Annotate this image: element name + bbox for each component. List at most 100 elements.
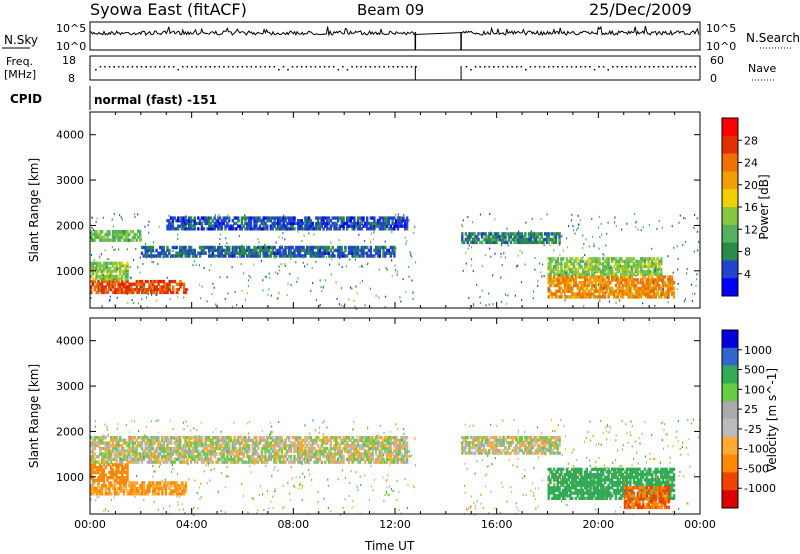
- heatmap-cell: [486, 235, 489, 239]
- heatmap-cell: [309, 251, 313, 255]
- heatmap-cell: [106, 238, 109, 242]
- heatmap-cell: [387, 449, 391, 453]
- heatmap-cell: [119, 269, 122, 273]
- heatmap-cell: [171, 254, 175, 258]
- heatmap-cell: [320, 219, 323, 223]
- heatmap-cell: [139, 441, 142, 445]
- heatmap-cell: [320, 245, 323, 250]
- heatmap-cell: [97, 460, 100, 464]
- heatmap-cell: [104, 288, 107, 292]
- heatmap-cell: [97, 468, 100, 472]
- heatmap-cell: [565, 265, 569, 269]
- heatmap-cell: [479, 240, 482, 245]
- heatmap-cell: [395, 452, 398, 456]
- heatmap-cell: [362, 444, 365, 448]
- heatmap-cell: [336, 227, 340, 231]
- heatmap-cell: [258, 457, 262, 461]
- heatmap-cell: [233, 436, 236, 440]
- heatmap-cell: [124, 235, 127, 239]
- heatmap-cell: [600, 286, 603, 291]
- heatmap-cell: [526, 451, 529, 455]
- heatmap-cell: [574, 281, 578, 285]
- heatmap-cell: [331, 446, 334, 451]
- heatmap-cell: [313, 438, 316, 442]
- heatmap-cell: [162, 288, 166, 292]
- heatmap-cell: [362, 441, 365, 445]
- heatmap-cell: [113, 232, 116, 237]
- heatmap-cell: [275, 438, 278, 442]
- heatmap-cell: [647, 259, 650, 263]
- heatmap-cell: [594, 275, 598, 279]
- heatmap-cell: [128, 436, 131, 440]
- heatmap-cell: [554, 278, 558, 282]
- colorbar-tick-label: 8: [744, 246, 751, 259]
- heatmap-cell: [119, 438, 122, 442]
- heatmap-cell: [215, 460, 218, 464]
- heatmap-cell: [106, 269, 109, 273]
- heatmap-cell: [124, 274, 127, 278]
- heatmap-cell: [97, 465, 100, 469]
- heatmap-cell: [271, 221, 274, 226]
- heatmap-cell: [307, 455, 311, 459]
- heatmap-cell: [389, 245, 392, 250]
- heatmap-cell: [621, 292, 625, 296]
- heatmap-cell: [211, 254, 214, 258]
- heatmap-cell: [544, 436, 547, 440]
- heatmap-cell: [540, 218, 542, 221]
- heatmap-cell: [184, 446, 187, 451]
- heatmap-cell: [166, 285, 169, 289]
- heatmap-cell: [480, 235, 484, 239]
- heatmap-cell: [227, 214, 229, 217]
- heatmap-cell: [121, 288, 124, 292]
- heatmap-cell: [366, 221, 369, 226]
- heatmap-cell: [627, 259, 630, 263]
- heatmap-cell: [346, 254, 349, 258]
- heatmap-cell: [360, 219, 363, 223]
- heatmap-cell: [567, 286, 570, 291]
- heatmap-cell: [293, 436, 296, 440]
- heatmap-cell: [395, 436, 398, 440]
- heatmap-cell: [91, 277, 95, 281]
- heatmap-cell: [104, 449, 107, 453]
- heatmap-cell: [180, 254, 184, 258]
- heatmap-cell: [358, 452, 362, 456]
- heatmap-cell: [385, 438, 389, 442]
- heatmap-cell: [554, 265, 558, 269]
- heatmap-cell: [113, 438, 116, 442]
- heatmap-cell: [175, 436, 178, 440]
- heatmap-cell: [269, 457, 273, 461]
- heatmap-cell: [480, 232, 484, 236]
- heatmap-cell: [104, 455, 107, 459]
- heatmap-cell: [97, 444, 100, 448]
- heatmap-cell: [99, 288, 102, 292]
- heatmap-cell: [222, 216, 225, 220]
- heatmap-cell: [164, 436, 167, 440]
- heatmap-cell: [289, 272, 291, 275]
- heatmap-cell: [404, 221, 407, 226]
- freq-dot: [287, 69, 289, 71]
- heatmap-cell: [636, 292, 639, 296]
- heatmap-cell: [121, 481, 124, 485]
- heatmap-cell: [679, 214, 681, 217]
- heatmap-cell: [122, 478, 126, 482]
- heatmap-cell: [188, 436, 191, 440]
- heatmap-cell: [179, 251, 182, 255]
- heatmap-cell: [309, 254, 313, 258]
- heatmap-cell: [526, 446, 529, 450]
- heatmap-cell: [542, 240, 545, 245]
- heatmap-cell: [159, 449, 162, 453]
- heatmap-cell: [249, 457, 253, 461]
- heatmap-cell: [672, 295, 676, 299]
- heatmap-cell: [269, 216, 273, 220]
- heatmap-cell: [574, 295, 578, 299]
- heatmap-cell: [257, 219, 260, 223]
- heatmap-cell: [631, 259, 634, 263]
- heatmap-cell: [166, 449, 169, 453]
- heatmap-cell: [307, 227, 311, 231]
- heatmap-cell: [322, 286, 324, 289]
- heatmap-cell: [338, 251, 342, 255]
- heatmap-cell: [667, 295, 670, 299]
- heatmap-cell: [480, 240, 484, 245]
- heatmap-cell: [569, 267, 572, 271]
